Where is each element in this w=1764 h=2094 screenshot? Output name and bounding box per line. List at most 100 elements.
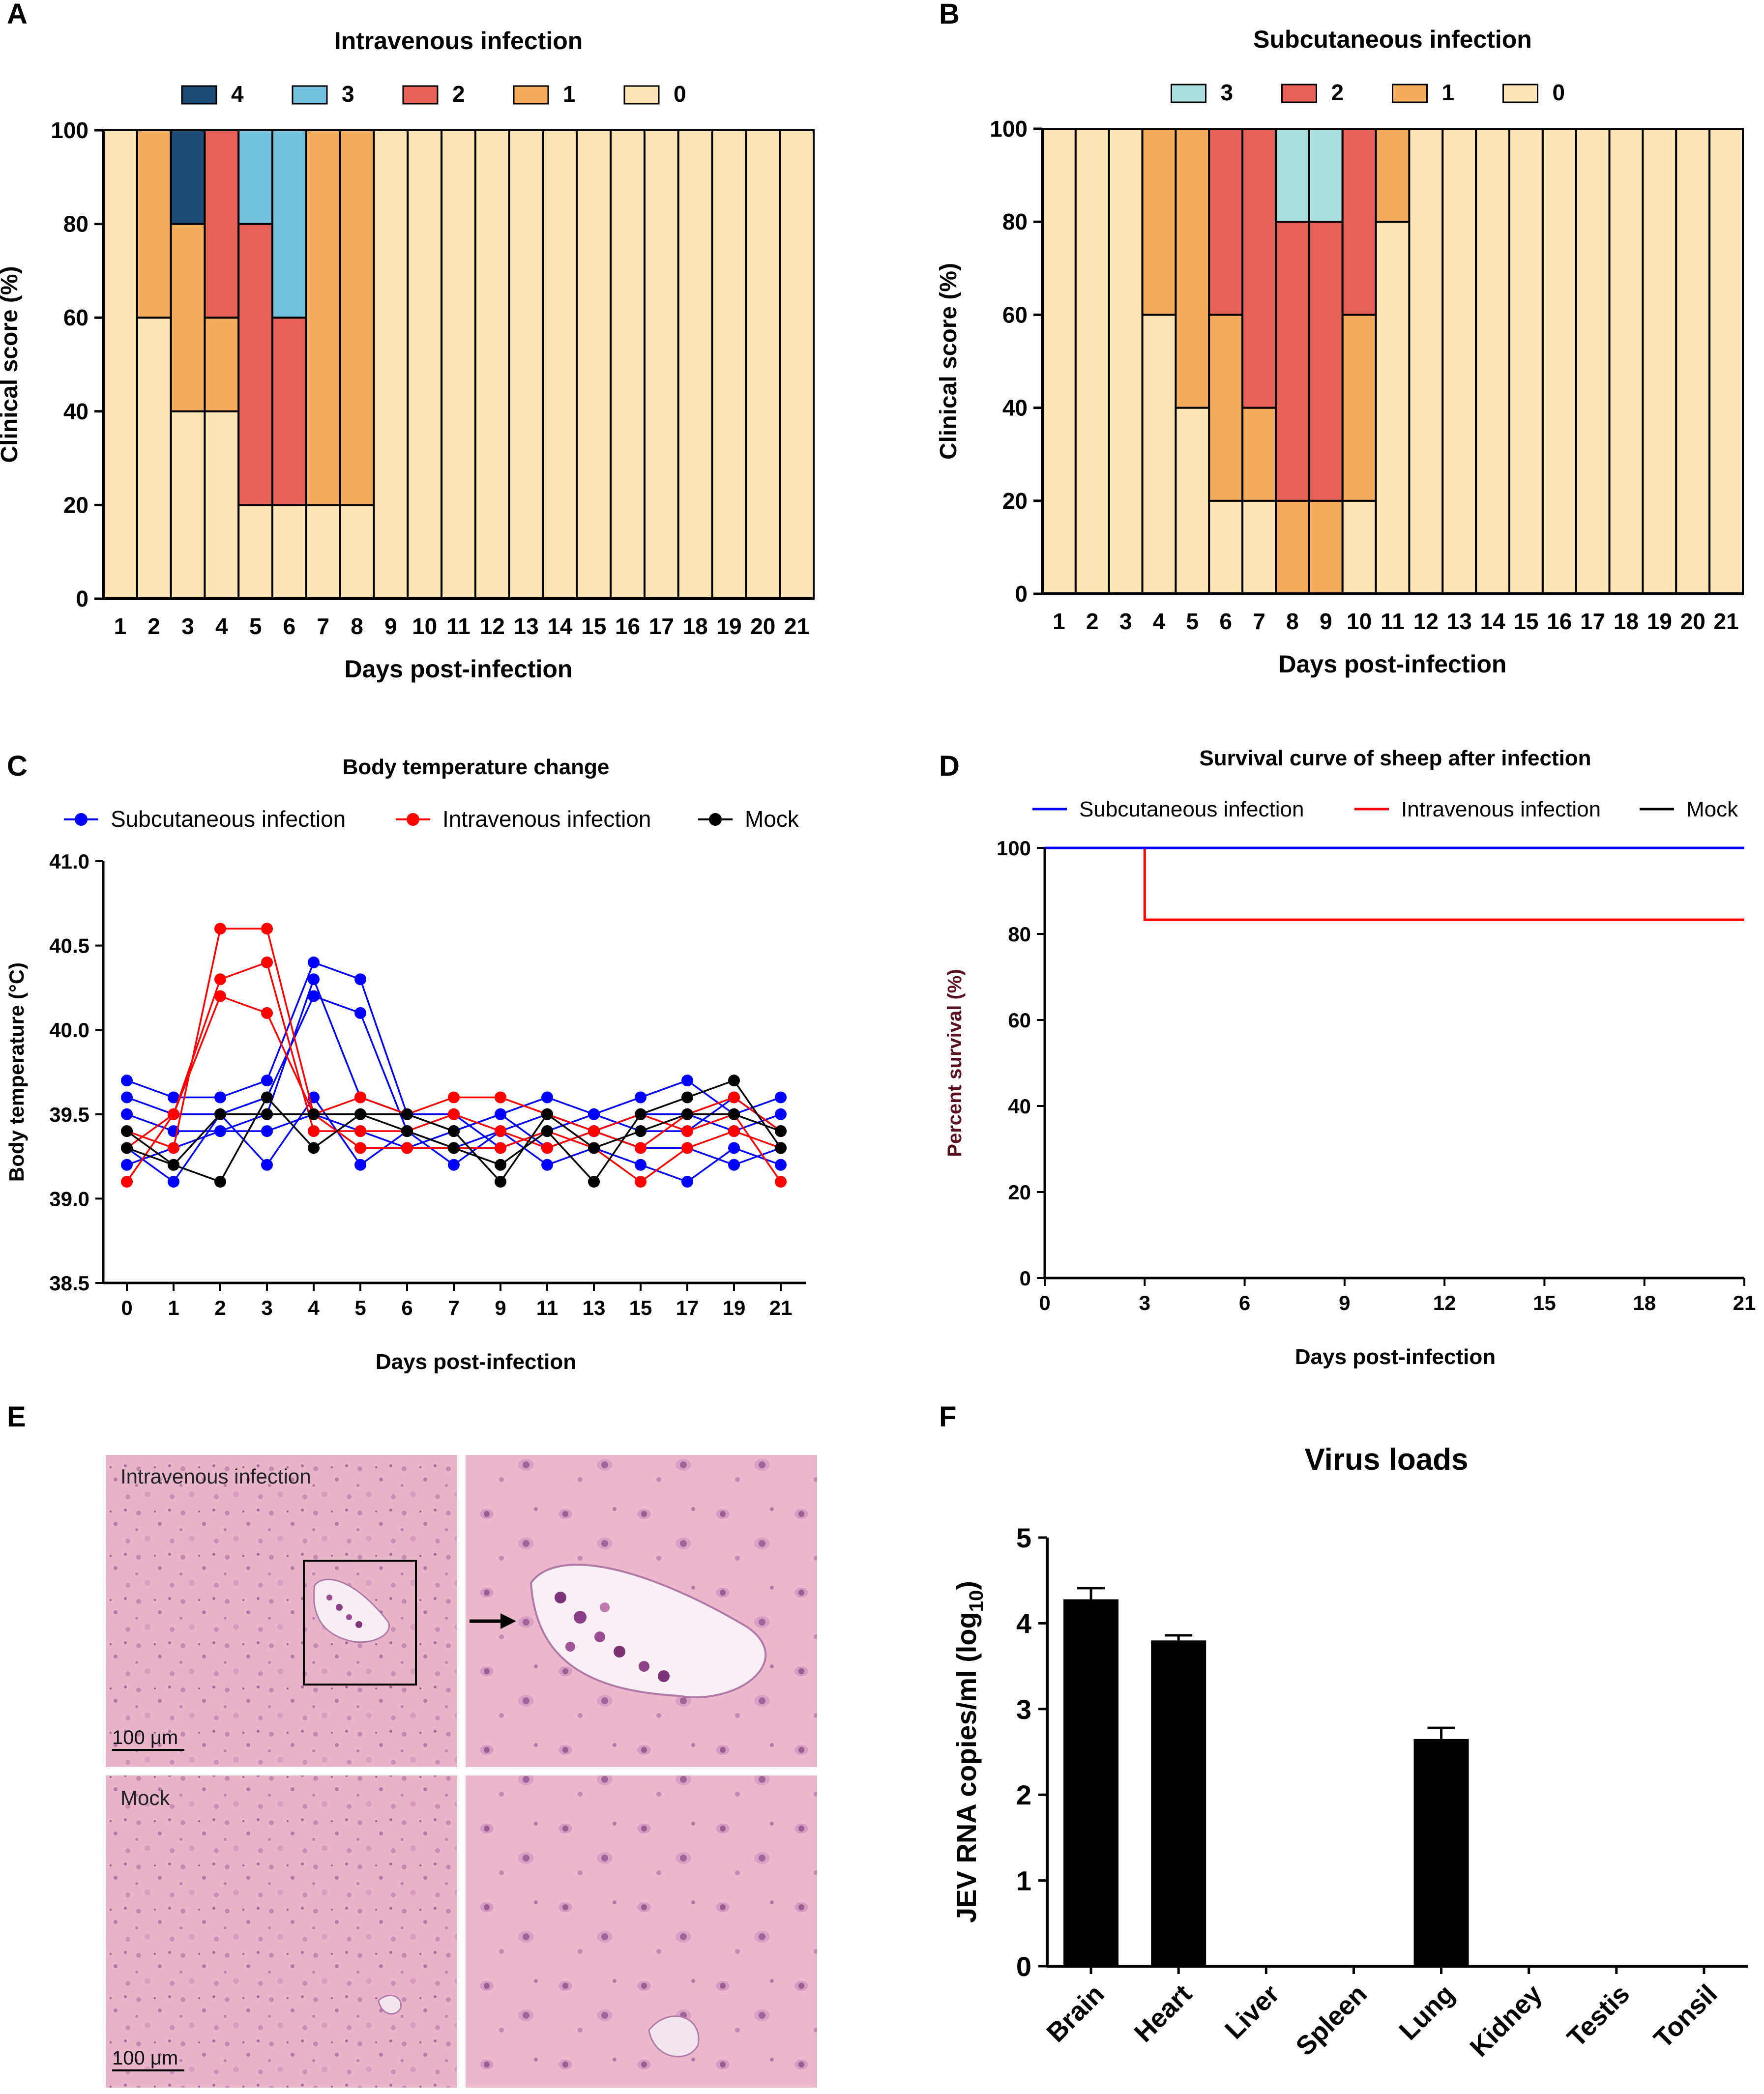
data-point (541, 1108, 553, 1120)
lesion-cell (555, 1592, 566, 1603)
x-axis-label: Days post-infection (345, 655, 573, 683)
x-tick-label: 3 (181, 613, 194, 639)
bar-segment (204, 410, 240, 600)
data-point (635, 1125, 647, 1137)
y-tick-label: 1 (1016, 1865, 1031, 1896)
bar-segment (373, 129, 409, 600)
y-tick-label: 40.0 (49, 1018, 89, 1042)
x-tick-label: 17 (649, 613, 674, 639)
bar-segment (1175, 128, 1210, 409)
lesion-cell (336, 1604, 343, 1611)
data-point (308, 990, 320, 1002)
x-tick-label: 13 (1447, 609, 1472, 634)
x-tick-label: Liver (1219, 1979, 1285, 2045)
data-point (121, 1108, 133, 1120)
chart-title: Intravenous infection (334, 27, 583, 55)
data-point (121, 1142, 133, 1154)
data-point (681, 1142, 693, 1154)
y-tick-label: 40 (1002, 395, 1028, 421)
y-tick-label: 39.5 (49, 1103, 89, 1126)
x-tick-label: 11 (1381, 609, 1405, 634)
x-tick-label: 5 (1186, 609, 1199, 634)
x-tick-label: 7 (448, 1296, 459, 1319)
bar-segment (474, 129, 510, 600)
bar-segment (339, 504, 375, 600)
bar-segment (1375, 128, 1411, 223)
y-tick-label: 39.0 (49, 1187, 89, 1210)
x-tick-label: 21 (1713, 609, 1738, 634)
lesion-cell (600, 1602, 610, 1612)
data-point (401, 1108, 413, 1120)
legend-swatch (402, 85, 439, 105)
x-tick-label: 0 (121, 1296, 132, 1319)
bar-segment (610, 129, 646, 600)
data-point (121, 1176, 133, 1188)
data-point (448, 1091, 460, 1104)
bar-segment (1275, 499, 1310, 595)
x-tick-label: 12 (1433, 1291, 1456, 1314)
data-point (728, 1075, 740, 1087)
data-point (214, 990, 226, 1002)
y-tick-label: 60 (1002, 302, 1028, 327)
bar-segment (1341, 314, 1377, 502)
data-point (775, 1091, 787, 1104)
x-tick-label: Lung (1393, 1979, 1460, 2046)
x-tick-label: 9 (1339, 1291, 1350, 1314)
data-point (728, 1091, 740, 1104)
bar-segment (271, 129, 307, 319)
data-point (354, 1142, 366, 1154)
x-tick-label: Kidney (1464, 1979, 1548, 2063)
data-point (775, 1159, 787, 1171)
x-tick-label: 12 (480, 613, 505, 639)
data-point (775, 1125, 787, 1137)
data-point (261, 1075, 273, 1087)
data-point (168, 1108, 179, 1120)
bar-segment (643, 129, 679, 600)
legend-label: Intravenous infection (1401, 797, 1601, 821)
legend-marker (407, 813, 419, 826)
scale-bar-label-bottom: 100 μm (112, 2047, 178, 2069)
data-point (168, 1091, 179, 1104)
y-tick-label: 40 (1008, 1095, 1031, 1118)
data-point (261, 923, 273, 935)
series-line (126, 977, 782, 1149)
y-tick-label: 0 (1015, 581, 1028, 607)
bar-segment (1241, 128, 1277, 409)
y-tick-label: 40.5 (49, 934, 89, 958)
legend-swatch (292, 85, 328, 105)
lesion-vessel-overview (313, 1578, 390, 1643)
legend-label: 0 (674, 81, 686, 107)
x-tick-label: 6 (401, 1296, 412, 1319)
y-tick-label: 4 (1016, 1608, 1031, 1639)
x-tick-label: 14 (547, 613, 573, 639)
legend-label: Subcutaneous infection (111, 806, 346, 832)
chart-title: Virus loads (1304, 1443, 1468, 1477)
legend-label: 4 (231, 81, 244, 107)
bar (1413, 1739, 1469, 1966)
legend-swatch (1171, 84, 1206, 103)
data-point (635, 1159, 647, 1171)
x-tick-label: 2 (147, 613, 160, 639)
x-tick-label: 3 (1139, 1291, 1150, 1314)
bar-segment (745, 129, 781, 600)
y-tick-label: 41.0 (49, 850, 89, 873)
lesion-cell (614, 1646, 625, 1658)
data-point (681, 1108, 693, 1120)
data-point (495, 1176, 506, 1188)
data-point (308, 1142, 320, 1154)
data-point (308, 1108, 320, 1120)
x-tick-label: 20 (750, 613, 775, 639)
bar (1151, 1640, 1206, 1966)
bar-segment (170, 223, 206, 412)
bar-segment (1108, 128, 1144, 595)
data-point (121, 1091, 133, 1104)
data-point (261, 1125, 273, 1137)
chart-c-body-temperature: Body temperature change Subcutaneous infe… (5, 755, 806, 1374)
data-point (214, 923, 226, 935)
data-point (728, 1108, 740, 1120)
chart-title: Body temperature change (343, 755, 610, 779)
x-tick-label: Tonsil (1648, 1979, 1723, 2054)
data-point (635, 1108, 647, 1120)
pointer-arrow-head (500, 1613, 516, 1629)
